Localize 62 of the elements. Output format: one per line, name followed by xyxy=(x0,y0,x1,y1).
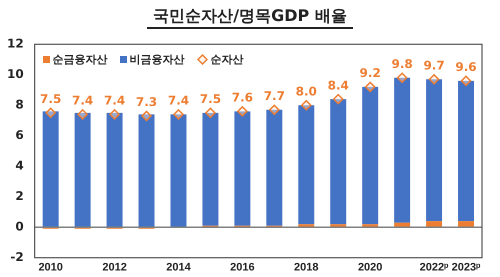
data-label: 9.8 xyxy=(391,56,413,71)
bar xyxy=(202,112,218,226)
y-tick-label: 12 xyxy=(6,36,24,50)
y-tick-label: 8 xyxy=(15,97,24,112)
y-tick-label: 10 xyxy=(6,66,24,81)
data-label: 8.0 xyxy=(296,84,317,98)
point xyxy=(396,72,408,84)
data-label: 7.7 xyxy=(264,88,285,103)
y-tick-label: 6 xyxy=(15,128,24,142)
data-label: 7.6 xyxy=(232,90,254,104)
y-tick-label: 0 xyxy=(15,219,24,234)
point xyxy=(269,104,280,116)
data-label: 7.3 xyxy=(136,95,158,110)
data-label: 7.5 xyxy=(40,92,62,106)
y-tick-label: 4 xyxy=(15,158,24,172)
point xyxy=(45,108,56,118)
x-tick-label: 2010 xyxy=(38,261,63,274)
x-tick-label: 2014 xyxy=(166,261,192,274)
data-label: 8.4 xyxy=(328,78,349,92)
legend-label: 순자산 xyxy=(210,53,244,68)
data-label: 7.4 xyxy=(168,94,190,108)
bar xyxy=(138,114,155,228)
bar xyxy=(362,86,378,224)
data-label: 9.6 xyxy=(455,60,477,74)
x-tick-label: 2023ᵖ xyxy=(452,261,482,274)
x-tick-label: 2012 xyxy=(102,261,127,274)
point xyxy=(109,109,120,120)
legend-label: 순금융자산 xyxy=(52,53,108,68)
point xyxy=(237,106,248,117)
point xyxy=(460,76,472,86)
point xyxy=(173,109,184,120)
bar xyxy=(170,114,186,228)
y-tick-label: 2 xyxy=(15,188,24,203)
chart-title: 국민순자산/명목GDP 배율 xyxy=(147,6,353,29)
bar xyxy=(458,80,474,222)
bar xyxy=(266,110,282,226)
legend-label: 비금융자산 xyxy=(130,53,185,68)
bar xyxy=(394,78,410,223)
point xyxy=(205,108,216,118)
point xyxy=(141,110,152,122)
bar xyxy=(234,111,250,226)
point xyxy=(301,100,312,110)
bar xyxy=(298,105,314,224)
point xyxy=(332,94,344,104)
y-tick-label: -2 xyxy=(10,250,24,264)
bar xyxy=(42,111,59,228)
bar xyxy=(330,99,346,224)
data-label: 9.7 xyxy=(423,58,445,72)
data-label: 7.5 xyxy=(200,92,222,106)
bar xyxy=(74,112,91,228)
x-tick-label: 2018 xyxy=(294,261,319,274)
bar xyxy=(106,112,123,228)
point xyxy=(428,74,440,85)
bar xyxy=(426,79,442,222)
data-label: 7.4 xyxy=(72,94,94,108)
data-label: 9.2 xyxy=(360,66,381,80)
data-label: 7.4 xyxy=(104,94,126,108)
x-tick-label: 2016 xyxy=(230,261,255,274)
point xyxy=(364,82,376,92)
x-tick-label: 2022ᵖ xyxy=(420,261,450,274)
point xyxy=(77,109,88,120)
x-tick-label: 2020 xyxy=(358,261,382,274)
